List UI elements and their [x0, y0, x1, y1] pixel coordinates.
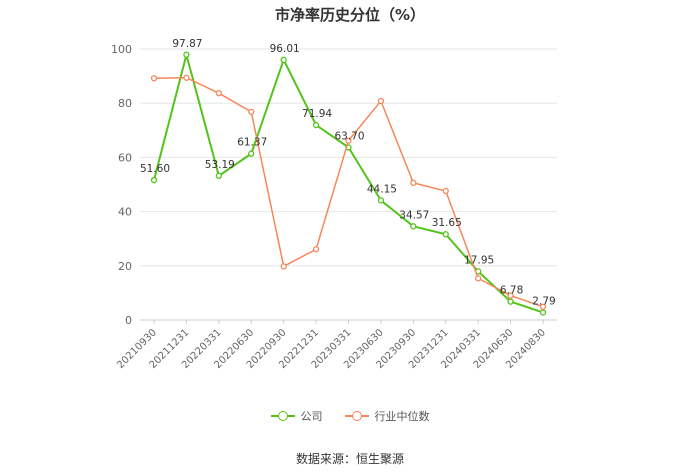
legend-label-company: 公司	[300, 410, 323, 423]
series-1-point-3	[248, 108, 255, 116]
series-0-point-11	[507, 298, 514, 305]
series-1-point-10	[475, 275, 482, 282]
series-line-0	[153, 50, 544, 314]
legend-item-company[interactable]: 公司	[270, 408, 323, 424]
series-1-point-5	[312, 246, 320, 253]
series-1-point-9	[442, 187, 449, 195]
y-tick-label-100: 100	[111, 43, 132, 56]
series-1-point-8	[410, 179, 417, 187]
grid-layer	[140, 48, 557, 267]
data-label-10: 17.95	[464, 254, 494, 266]
series-0-point-5	[312, 121, 320, 129]
chart-title: 市净率历史分位（%）	[274, 6, 426, 24]
series-layer	[150, 50, 547, 316]
axis-layer: 0204060801002021093020211231202203312022…	[111, 43, 557, 371]
data-label-2: 53.19	[205, 159, 235, 171]
y-tick-label-80: 80	[118, 97, 132, 110]
y-tick-label-20: 20	[118, 260, 132, 273]
series-1-point-7	[377, 97, 385, 105]
y-tick-label-40: 40	[118, 206, 132, 219]
series-0-point-9	[442, 231, 449, 238]
legend-marker-industry-median	[344, 411, 369, 421]
series-0-point-1	[183, 51, 190, 58]
series-1-point-6	[345, 137, 352, 144]
data-label-7: 44.15	[367, 183, 397, 195]
series-0-point-0	[150, 177, 158, 184]
y-tick-label-60: 60	[118, 151, 132, 164]
y-tick-label-0: 0	[125, 314, 132, 327]
series-0-point-12	[539, 309, 547, 316]
data-label-6: 63.70	[334, 130, 364, 142]
data-label-11: 6.78	[500, 285, 523, 297]
data-label-8: 34.57	[399, 209, 429, 221]
legend-label-industry-median: 行业中位数	[374, 410, 430, 423]
source-note: 数据来源：恒生聚源	[295, 452, 404, 466]
data-label-12: 2.79	[532, 295, 555, 307]
series-1-point-0	[150, 75, 158, 82]
series-0-point-3	[248, 150, 255, 157]
series-1-point-12	[539, 303, 547, 310]
data-label-4: 96.01	[270, 43, 300, 55]
data-label-0: 51.60	[140, 163, 170, 175]
data-label-3: 61.37	[237, 137, 267, 149]
data-label-1: 97.87	[172, 38, 202, 50]
data-label-5: 71.94	[302, 108, 332, 120]
series-0-point-8	[410, 223, 417, 230]
series-0-point-4	[280, 56, 287, 63]
series-1-point-1	[183, 74, 190, 81]
data-label-9: 31.65	[432, 217, 462, 229]
legend: 公司 行业中位数	[0, 408, 700, 424]
series-0-point-2	[215, 172, 222, 180]
series-1-point-4	[280, 263, 287, 270]
series-1-point-2	[215, 90, 222, 97]
series-1-point-11	[507, 292, 514, 299]
legend-item-industry-median[interactable]: 行业中位数	[344, 408, 430, 424]
legend-marker-company	[270, 411, 295, 421]
series-line-1	[153, 76, 544, 308]
series-0-point-7	[377, 197, 385, 204]
